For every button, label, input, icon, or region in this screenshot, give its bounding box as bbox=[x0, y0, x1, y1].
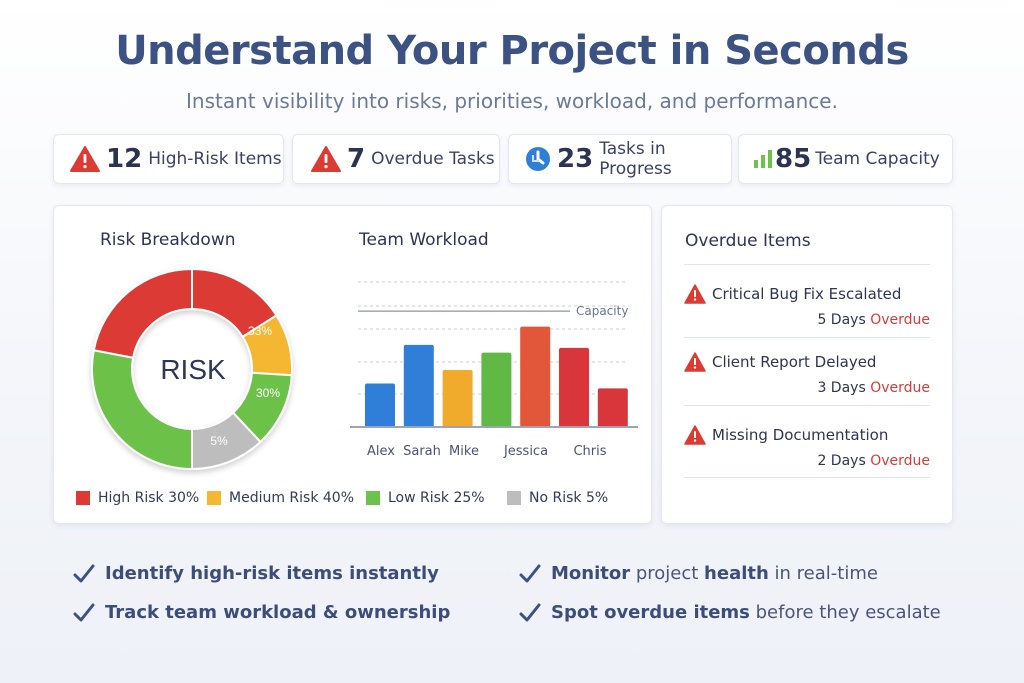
workload-bar bbox=[559, 347, 589, 427]
overdue-item[interactable]: Critical Bug Fix Escalated 5 Days Overdu… bbox=[684, 284, 930, 328]
donut-slice-low-risk bbox=[91, 349, 193, 471]
bullet-bold-text: Spot overdue items bbox=[551, 602, 750, 623]
page-title: Understand Your Project in Seconds bbox=[115, 28, 909, 74]
bullet-text: before they escalate bbox=[749, 602, 941, 623]
warning-icon bbox=[311, 146, 341, 172]
overdue-days: 5 Days bbox=[817, 312, 866, 328]
overdue-item[interactable]: Missing Documentation 2 Days Overdue bbox=[684, 425, 930, 469]
stat-value: 7 bbox=[347, 144, 366, 174]
overdue-title: Overdue Items bbox=[685, 231, 811, 251]
charts-panel: Risk Breakdown Team Workload RISK 33% 30… bbox=[53, 205, 652, 524]
feature-bullet: Identify high-risk items instantly bbox=[73, 563, 439, 584]
warning-icon bbox=[684, 352, 706, 372]
checkmark-icon bbox=[73, 603, 95, 621]
donut-slice-high-risk bbox=[92, 267, 193, 359]
overdue-days: 3 Days bbox=[817, 380, 866, 396]
divider bbox=[684, 405, 930, 406]
workload-bar bbox=[403, 344, 434, 427]
slice-label: 33% bbox=[248, 324, 272, 338]
legend-swatch bbox=[366, 491, 380, 505]
overdue-status: Overdue bbox=[870, 312, 930, 328]
divider bbox=[684, 477, 930, 478]
stat-card-overdue[interactable]: 7 Overdue Tasks bbox=[292, 134, 500, 184]
checkmark-icon bbox=[519, 564, 541, 582]
legend-label: Medium Risk 40% bbox=[229, 490, 355, 506]
workload-bar bbox=[520, 326, 551, 427]
slice-label: 30% bbox=[256, 386, 280, 400]
legend-label: No Risk 5% bbox=[529, 490, 609, 506]
overdue-status: Overdue bbox=[870, 380, 930, 396]
workload-bar bbox=[481, 352, 512, 427]
stat-value: 12 bbox=[106, 144, 143, 174]
legend-label: High Risk 30% bbox=[98, 490, 200, 506]
stat-card-high-risk[interactable]: 12 High-Risk Items bbox=[53, 134, 284, 184]
stat-value: 23 bbox=[557, 144, 594, 174]
bar-x-label: Sarah bbox=[403, 444, 441, 459]
bullet-bold-text: Identify high-risk items instantly bbox=[105, 563, 439, 584]
team-workload-chart: Capacity Alex Sarah Mike Jessica Chris bbox=[350, 281, 638, 459]
divider bbox=[684, 337, 930, 338]
capacity-label: Capacity bbox=[576, 304, 628, 318]
overdue-item[interactable]: Client Report Delayed 3 Days Overdue bbox=[684, 352, 930, 396]
bar-x-label: Mike bbox=[449, 444, 479, 459]
overdue-item-title: Critical Bug Fix Escalated bbox=[712, 285, 902, 303]
legend-no-risk: No Risk 5% bbox=[507, 490, 608, 506]
donut-center-label: RISK bbox=[160, 354, 226, 385]
warning-icon bbox=[684, 284, 706, 304]
bullet-bold-text: health bbox=[704, 563, 769, 584]
progress-clock-icon bbox=[526, 147, 550, 171]
bullet-text: in real-time bbox=[768, 563, 878, 584]
stat-label: Team Capacity bbox=[815, 149, 940, 169]
stat-card-in-progress[interactable]: 23 Tasks in Progress bbox=[508, 134, 732, 184]
feature-bullet: Spot overdue items before they escalate bbox=[519, 602, 941, 623]
overdue-status: Overdue bbox=[870, 453, 930, 469]
feature-bullet: Monitor project health in real-time bbox=[519, 563, 878, 584]
divider bbox=[684, 264, 930, 265]
page-subtitle: Instant visibility into risks, prioritie… bbox=[186, 89, 838, 113]
legend-high-risk: High Risk 30% bbox=[76, 490, 199, 506]
risk-donut-chart: RISK 33% 30% 5% bbox=[91, 267, 293, 471]
stat-value: 85 bbox=[775, 144, 812, 174]
legend-swatch bbox=[207, 491, 221, 505]
checkmark-icon bbox=[519, 603, 541, 621]
legend-label: Low Risk 25% bbox=[388, 490, 485, 506]
checkmark-icon bbox=[73, 564, 95, 582]
stat-label: Tasks in Progress bbox=[599, 139, 672, 179]
bar-x-label: Alex bbox=[367, 444, 395, 459]
workload-bar bbox=[365, 383, 395, 427]
warning-icon bbox=[70, 146, 100, 172]
warning-icon bbox=[684, 425, 706, 445]
stat-card-capacity[interactable]: 85 Team Capacity bbox=[738, 134, 953, 184]
workload-bar bbox=[597, 388, 628, 427]
risk-breakdown-title: Risk Breakdown bbox=[100, 230, 236, 250]
legend-swatch bbox=[76, 491, 90, 505]
overdue-panel: Overdue Items Critical Bug Fix Escalated… bbox=[661, 205, 953, 524]
bullet-text: project bbox=[630, 563, 705, 584]
overdue-item-title: Client Report Delayed bbox=[712, 353, 877, 371]
legend-swatch bbox=[507, 491, 521, 505]
team-workload-title: Team Workload bbox=[359, 230, 489, 250]
overdue-days: 2 Days bbox=[817, 453, 866, 469]
bullet-bold-text: Monitor bbox=[551, 563, 631, 584]
feature-bullet: Track team workload & ownership bbox=[73, 602, 450, 623]
bar-x-label: Jessica bbox=[503, 444, 548, 459]
workload-bar bbox=[442, 370, 473, 427]
bullet-bold-text: Track team workload & ownership bbox=[105, 602, 451, 623]
slice-label: 5% bbox=[210, 434, 228, 448]
stat-label: Overdue Tasks bbox=[371, 149, 495, 169]
overdue-item-title: Missing Documentation bbox=[712, 426, 889, 444]
stat-label: High-Risk Items bbox=[148, 149, 282, 169]
bar-x-label: Chris bbox=[573, 444, 606, 459]
legend-low-risk: Low Risk 25% bbox=[366, 490, 485, 506]
bar-chart-icon bbox=[754, 150, 772, 168]
legend-medium-risk: Medium Risk 40% bbox=[207, 490, 354, 506]
